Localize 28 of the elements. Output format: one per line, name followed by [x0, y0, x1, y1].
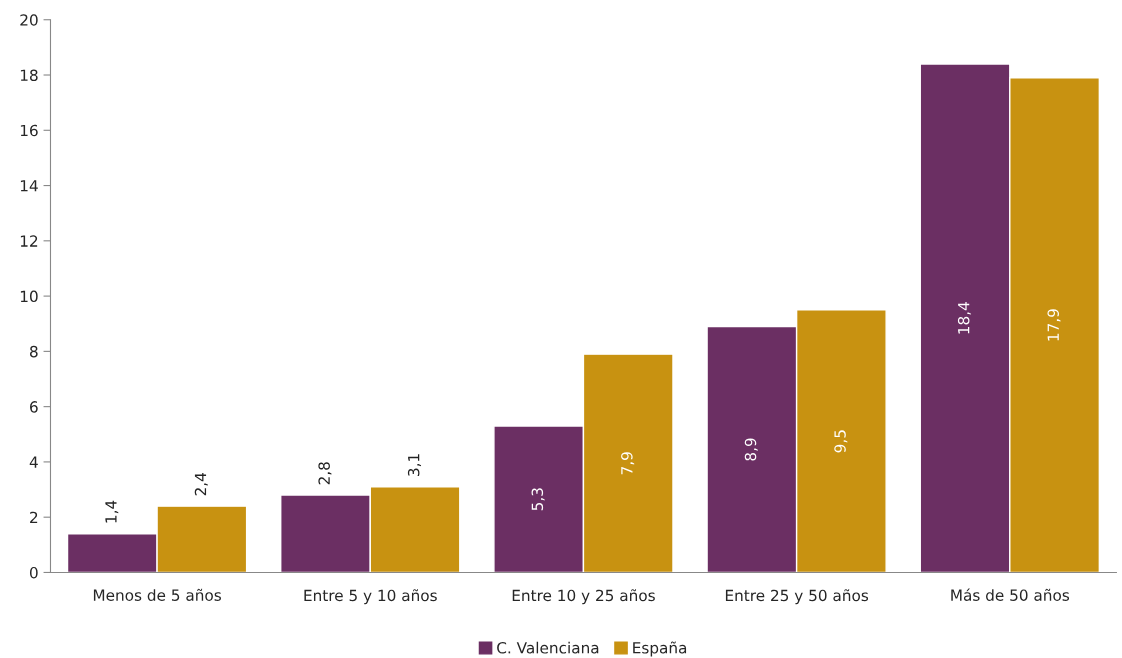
data-label: 5,3: [531, 488, 545, 511]
y-tick-label: 16: [20, 124, 38, 137]
x-tick-label: Entre 10 y 25 años: [512, 589, 655, 605]
y-tick-label: 0: [29, 566, 38, 579]
legend-label: C. Valenciana: [497, 641, 599, 654]
x-tick-label: Menos de 5 años: [93, 588, 221, 601]
data-label: 9,5: [834, 430, 848, 453]
y-tick-label: 18: [20, 69, 38, 82]
data-label: 3,1: [407, 454, 422, 476]
y-tick-label: 10: [20, 290, 38, 303]
x-tick-label: Entre 5 y 10 años: [304, 589, 437, 605]
data-label: 2,8: [318, 462, 332, 485]
data-label: 8,9: [744, 438, 758, 461]
legend-label: España: [633, 641, 687, 657]
y-tick-label: 2: [30, 511, 38, 523]
y-tick-label: 12: [20, 235, 38, 247]
y-tick-label: 20: [20, 14, 38, 26]
data-label: 1,4: [105, 500, 119, 523]
y-tick-label: 14: [20, 180, 38, 192]
x-tick-label: Más de 50 años: [951, 588, 1070, 601]
data-label: 17,9: [1047, 309, 1061, 341]
y-tick-label: 6: [30, 401, 38, 413]
x-tick-label: Entre 25 y 50 años: [725, 589, 869, 605]
data-label: 18,4: [957, 302, 972, 334]
y-tick-label: 8: [30, 345, 38, 358]
data-label: 7,9: [621, 452, 635, 475]
y-tick-label: 4: [29, 456, 38, 468]
data-label: 2,4: [194, 473, 208, 496]
